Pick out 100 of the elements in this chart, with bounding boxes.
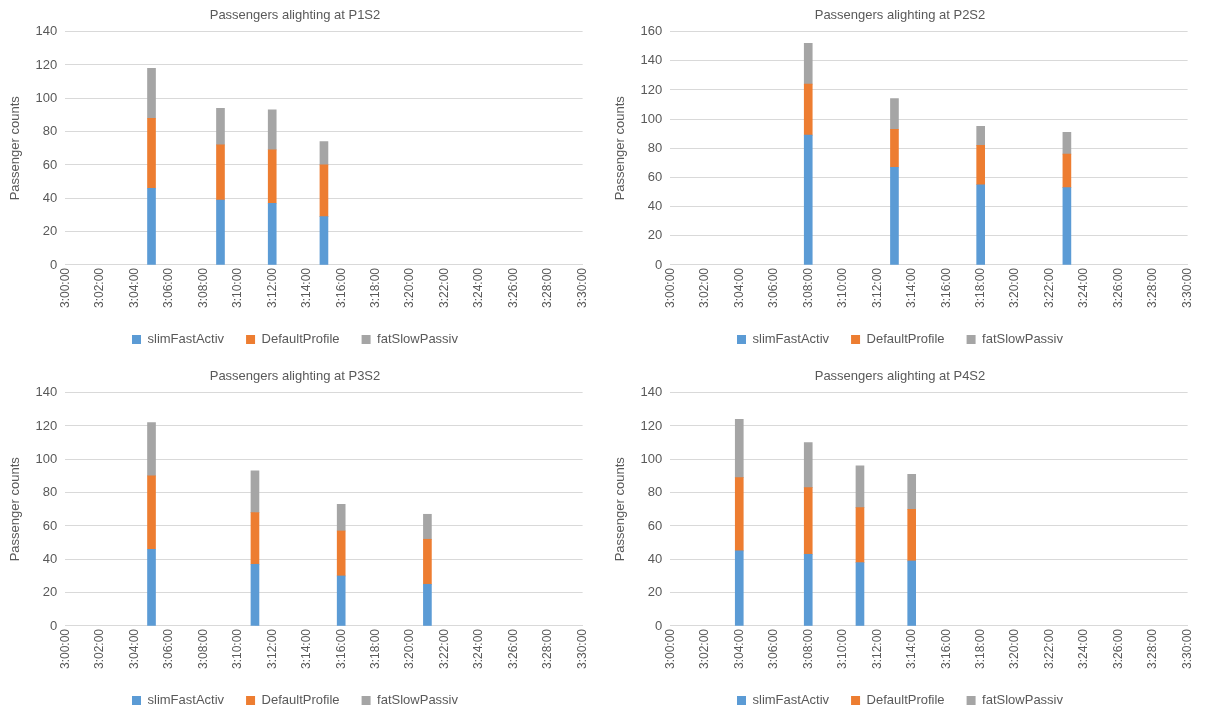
bar	[803, 134, 813, 265]
bar	[855, 562, 865, 626]
bar	[216, 107, 225, 146]
bar	[734, 418, 744, 478]
legend-label: DefaultProfile	[261, 692, 340, 708]
x-tick-label: 3:28:00	[540, 267, 555, 309]
x-tick-label: 3:04:00	[126, 628, 141, 670]
x-tick-label: 3:16:00	[938, 267, 953, 309]
bar	[803, 83, 813, 136]
x-tick-label: 3:12:00	[264, 628, 279, 670]
x-tick-label: 3:30:00	[1179, 267, 1194, 309]
bar	[803, 442, 813, 488]
x-tick-label: 3:00:00	[662, 628, 677, 670]
y-tick-label: 120	[35, 56, 58, 72]
x-tick-label: 3:22:00	[1041, 628, 1056, 670]
y-tick-label: 60	[647, 169, 663, 185]
x-tick-label: 3:14:00	[299, 267, 314, 309]
x-tick-label: 3:06:00	[766, 628, 781, 670]
y-tick-label: 40	[647, 198, 663, 214]
y-tick-label: 20	[42, 223, 58, 239]
legend-label: fatSlowPassiv	[982, 692, 1064, 708]
x-tick-label: 3:08:00	[195, 628, 210, 670]
bar	[423, 583, 432, 626]
bar	[734, 477, 744, 552]
x-tick-label: 3:00:00	[662, 267, 677, 309]
x-tick-label: 3:16:00	[938, 628, 953, 670]
y-tick-label: 60	[42, 156, 58, 172]
y-tick-label: 100	[35, 450, 58, 466]
y-tick-label: 100	[640, 110, 663, 126]
x-tick-label: 3:24:00	[471, 628, 486, 670]
x-tick-label: 3:16:00	[333, 267, 348, 309]
bar	[147, 187, 156, 265]
y-tick-label: 20	[42, 584, 58, 600]
x-tick-label: 3:30:00	[574, 628, 589, 670]
bar	[250, 563, 260, 626]
x-tick-label: 3:10:00	[835, 628, 850, 670]
y-tick-label: 80	[647, 484, 663, 500]
y-tick-label: 0	[50, 617, 58, 633]
x-tick-label: 3:12:00	[869, 628, 884, 670]
y-tick-label: 120	[640, 417, 663, 433]
y-tick-label: 40	[42, 189, 58, 205]
y-tick-label: 120	[640, 81, 663, 97]
bar	[147, 67, 156, 119]
y-axis-title: Passenger counts	[7, 95, 23, 201]
legend-label: DefaultProfile	[866, 692, 945, 708]
x-tick-label: 3:22:00	[436, 628, 451, 670]
x-tick-label: 3:20:00	[1007, 267, 1022, 309]
bar	[319, 164, 329, 217]
y-tick-label: 60	[647, 517, 663, 533]
x-tick-label: 3:20:00	[402, 267, 417, 309]
x-tick-label: 3:24:00	[1076, 628, 1091, 670]
x-tick-label: 3:12:00	[264, 267, 279, 309]
bar	[216, 144, 225, 201]
bar	[336, 575, 346, 626]
y-axis-title: Passenger counts	[612, 456, 628, 562]
x-tick-label: 3:18:00	[367, 267, 382, 309]
x-tick-label: 3:18:00	[972, 628, 987, 670]
bar	[423, 538, 432, 585]
y-tick-label: 140	[640, 52, 663, 68]
y-axis-title: Passenger counts	[7, 456, 23, 562]
bar	[907, 508, 917, 562]
x-tick-label: 3:30:00	[1179, 628, 1194, 670]
legend-label: fatSlowPassiv	[377, 331, 459, 347]
bar	[803, 42, 813, 85]
x-tick-label: 3:28:00	[540, 628, 555, 670]
bar	[147, 117, 156, 189]
bar	[147, 422, 156, 477]
legend-label: fatSlowPassiv	[377, 692, 459, 708]
bar	[147, 548, 156, 626]
x-tick-label: 3:02:00	[697, 267, 712, 309]
y-tick-label: 40	[647, 550, 663, 566]
bar	[976, 126, 986, 146]
legend-label: slimFastActiv	[752, 331, 830, 347]
x-tick-label: 3:26:00	[1110, 628, 1125, 670]
x-tick-label: 3:10:00	[230, 267, 245, 309]
bar	[267, 149, 277, 204]
x-tick-label: 3:28:00	[1145, 628, 1160, 670]
bar	[976, 145, 986, 186]
x-tick-label: 3:00:00	[57, 267, 72, 309]
x-tick-label: 3:04:00	[731, 628, 746, 670]
x-tick-label: 3:06:00	[161, 628, 176, 670]
x-tick-label: 3:10:00	[835, 267, 850, 309]
legend-label: fatSlowPassiv	[982, 331, 1064, 347]
x-tick-label: 3:02:00	[697, 628, 712, 670]
y-tick-label: 80	[647, 139, 663, 155]
x-tick-label: 3:20:00	[1007, 628, 1022, 670]
x-tick-label: 3:02:00	[92, 267, 107, 309]
bar	[1062, 131, 1072, 155]
x-tick-label: 3:06:00	[766, 267, 781, 309]
x-tick-label: 3:06:00	[161, 267, 176, 309]
x-tick-label: 3:22:00	[436, 267, 451, 309]
x-tick-label: 3:02:00	[92, 628, 107, 670]
y-tick-label: 80	[42, 484, 58, 500]
y-tick-label: 80	[42, 123, 58, 139]
x-tick-label: 3:08:00	[800, 628, 815, 670]
x-tick-label: 3:10:00	[230, 628, 245, 670]
bar	[890, 98, 899, 130]
chart-title: Passengers alighting at P1S2	[209, 7, 381, 23]
y-tick-label: 60	[42, 517, 58, 533]
y-tick-label: 20	[647, 584, 663, 600]
